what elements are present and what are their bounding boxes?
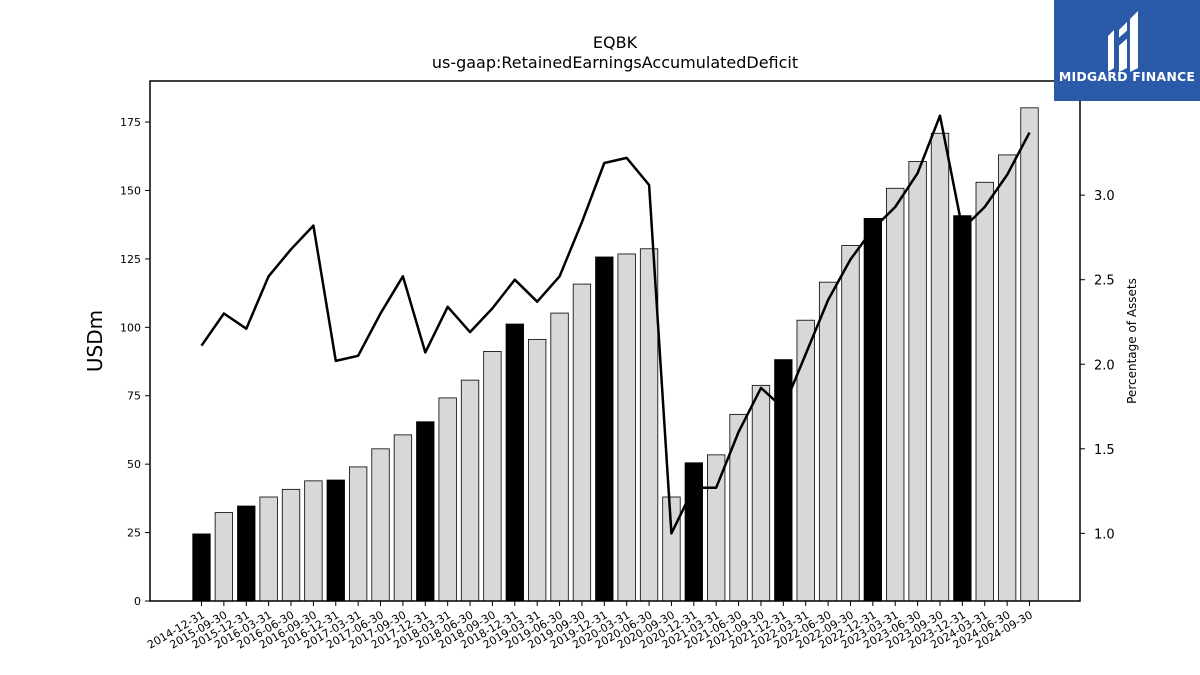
y-tick-label: 50 (127, 458, 141, 471)
midgard-finance-logo: MIDGARD FINANCE (1054, 0, 1200, 101)
y2-axis: 1.0 1.5 2.0 2.5 3.0 (1080, 189, 1115, 542)
x-axis: 2014-12-312015-09-302015-12-312016-03-31… (145, 601, 1035, 652)
bar-2020-03-31 (617, 253, 636, 602)
y2-axis-label: Percentage of Assets (1125, 278, 1139, 404)
bar-2024-06-30 (997, 154, 1017, 602)
y-tick-label: 0 (134, 595, 141, 608)
bar-2016-12-31 (326, 479, 345, 602)
bar-2018-09-30 (483, 350, 502, 602)
bar-2024-09-30 (1020, 107, 1039, 602)
bar-2017-12-31 (416, 421, 435, 602)
bar-2016-09-30 (304, 480, 323, 602)
bar-2016-03-31 (259, 496, 278, 602)
y-tick-label: 125 (120, 253, 141, 266)
bar-2017-06-30 (371, 448, 390, 602)
bar-2019-06-30 (550, 312, 569, 602)
y2-tick-label: 1.0 (1094, 527, 1115, 542)
bar-2021-09-30 (751, 384, 771, 602)
bar-2023-12-31 (953, 215, 972, 602)
series-line (200, 114, 1031, 535)
line-layer (200, 114, 1031, 535)
bar-2018-06-30 (460, 379, 480, 602)
y-tick-label: 25 (127, 527, 141, 540)
bar-2019-12-31 (595, 256, 614, 602)
bar-2016-06-30 (281, 488, 301, 602)
bar-2015-09-30 (214, 512, 234, 602)
logo-mark-icon (1108, 11, 1138, 72)
bar-2023-06-30 (908, 161, 927, 602)
bar-2022-03-31 (796, 319, 815, 602)
bar-2018-03-31 (438, 397, 457, 602)
bar-2020-09-30 (662, 496, 681, 602)
bar-2017-03-31 (348, 466, 368, 602)
plot-frame (149, 80, 1081, 602)
y-tick-label: 175 (120, 116, 141, 129)
bar-2017-09-30 (393, 434, 413, 602)
bar-2022-06-30 (818, 281, 838, 602)
y2-tick-label: 3.0 (1094, 189, 1115, 204)
bar-2022-09-30 (841, 245, 860, 602)
bar-2019-03-31 (528, 338, 547, 602)
bar-2019-09-30 (572, 283, 592, 602)
bar-2022-12-31 (863, 217, 883, 602)
bar-2015-12-31 (237, 505, 256, 602)
bars-layer (192, 107, 1039, 602)
logo-text: MIDGARD FINANCE (1058, 69, 1196, 84)
y-tick-label: 150 (120, 184, 141, 197)
y2-tick-label: 1.5 (1094, 443, 1115, 458)
chart-subtitle: us-gaap:RetainedEarningsAccumulatedDefic… (432, 53, 798, 72)
y2-tick-label: 2.0 (1094, 358, 1115, 373)
y2-tick-label: 2.5 (1094, 274, 1115, 289)
bar-2020-06-30 (639, 248, 659, 602)
y-tick-label: 100 (120, 321, 141, 334)
y-axis: 0 25 50 75 100 125 150 175 (120, 116, 150, 608)
bar-2020-12-31 (684, 462, 703, 602)
y-tick-label: 75 (127, 390, 141, 403)
bar-2021-03-31 (707, 454, 726, 602)
chart-title: EQBK (593, 33, 638, 52)
bar-2024-03-31 (975, 181, 994, 602)
bar-2021-06-30 (729, 413, 748, 602)
bar-2014-12-31 (192, 533, 211, 602)
bar-2023-03-31 (886, 187, 905, 602)
bar-2018-12-31 (505, 323, 524, 602)
bar-2023-09-30 (930, 132, 950, 602)
y-axis-label: USDm (83, 310, 107, 372)
